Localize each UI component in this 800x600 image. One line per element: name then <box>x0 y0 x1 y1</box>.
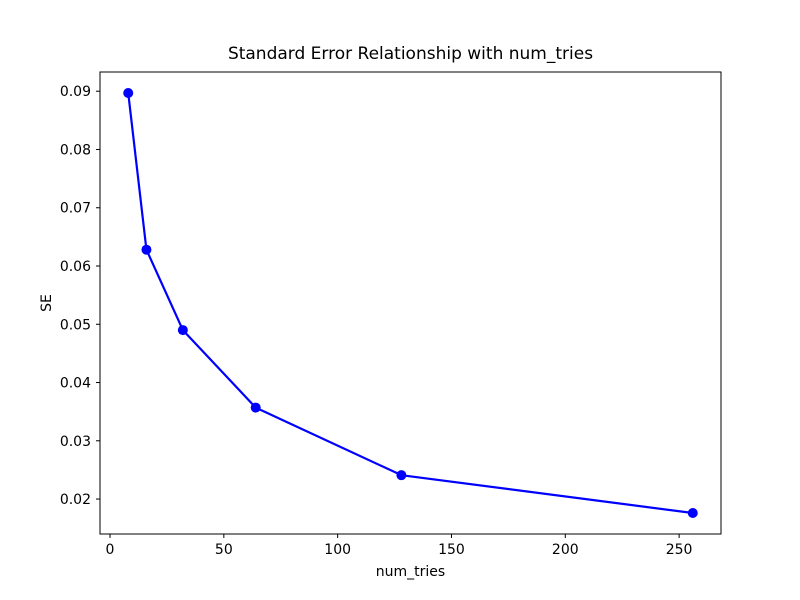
data-point-marker <box>177 325 188 336</box>
x-tick-label: 0 <box>106 542 115 558</box>
series-line <box>127 91 694 515</box>
data-point-marker <box>141 244 152 255</box>
y-tick-label: 0.03 <box>60 434 91 450</box>
data-point-marker <box>687 508 698 519</box>
x-tick-label: 50 <box>215 542 233 558</box>
x-tick-label: 250 <box>666 542 693 558</box>
y-tick-label: 0.06 <box>60 259 91 275</box>
chart-title: Standard Error Relationship with num_tri… <box>227 44 594 64</box>
x-axis-label: num_tries <box>375 564 446 580</box>
x-axis-ticks: 0 50 100 150 200 250 <box>106 534 693 558</box>
data-point-marker <box>250 402 261 413</box>
x-tick-label: 200 <box>552 542 579 558</box>
y-tick-label: 0.07 <box>60 201 91 217</box>
y-tick-label: 0.05 <box>60 317 91 333</box>
y-tick-label: 0.04 <box>60 376 91 392</box>
data-point-marker <box>123 87 134 98</box>
series-markers <box>123 87 698 519</box>
y-axis-label: SE <box>39 294 55 312</box>
y-tick-label: 0.09 <box>60 84 91 100</box>
y-tick-label: 0.02 <box>60 492 91 508</box>
x-tick-label: 150 <box>438 542 465 558</box>
axes-box <box>99 71 722 535</box>
x-tick-label: 100 <box>324 542 351 558</box>
data-point-marker <box>396 470 407 481</box>
y-axis-ticks: 0.02 0.03 0.04 0.05 0.06 0.07 0.08 0.09 <box>60 84 100 508</box>
y-tick-label: 0.08 <box>60 142 91 158</box>
